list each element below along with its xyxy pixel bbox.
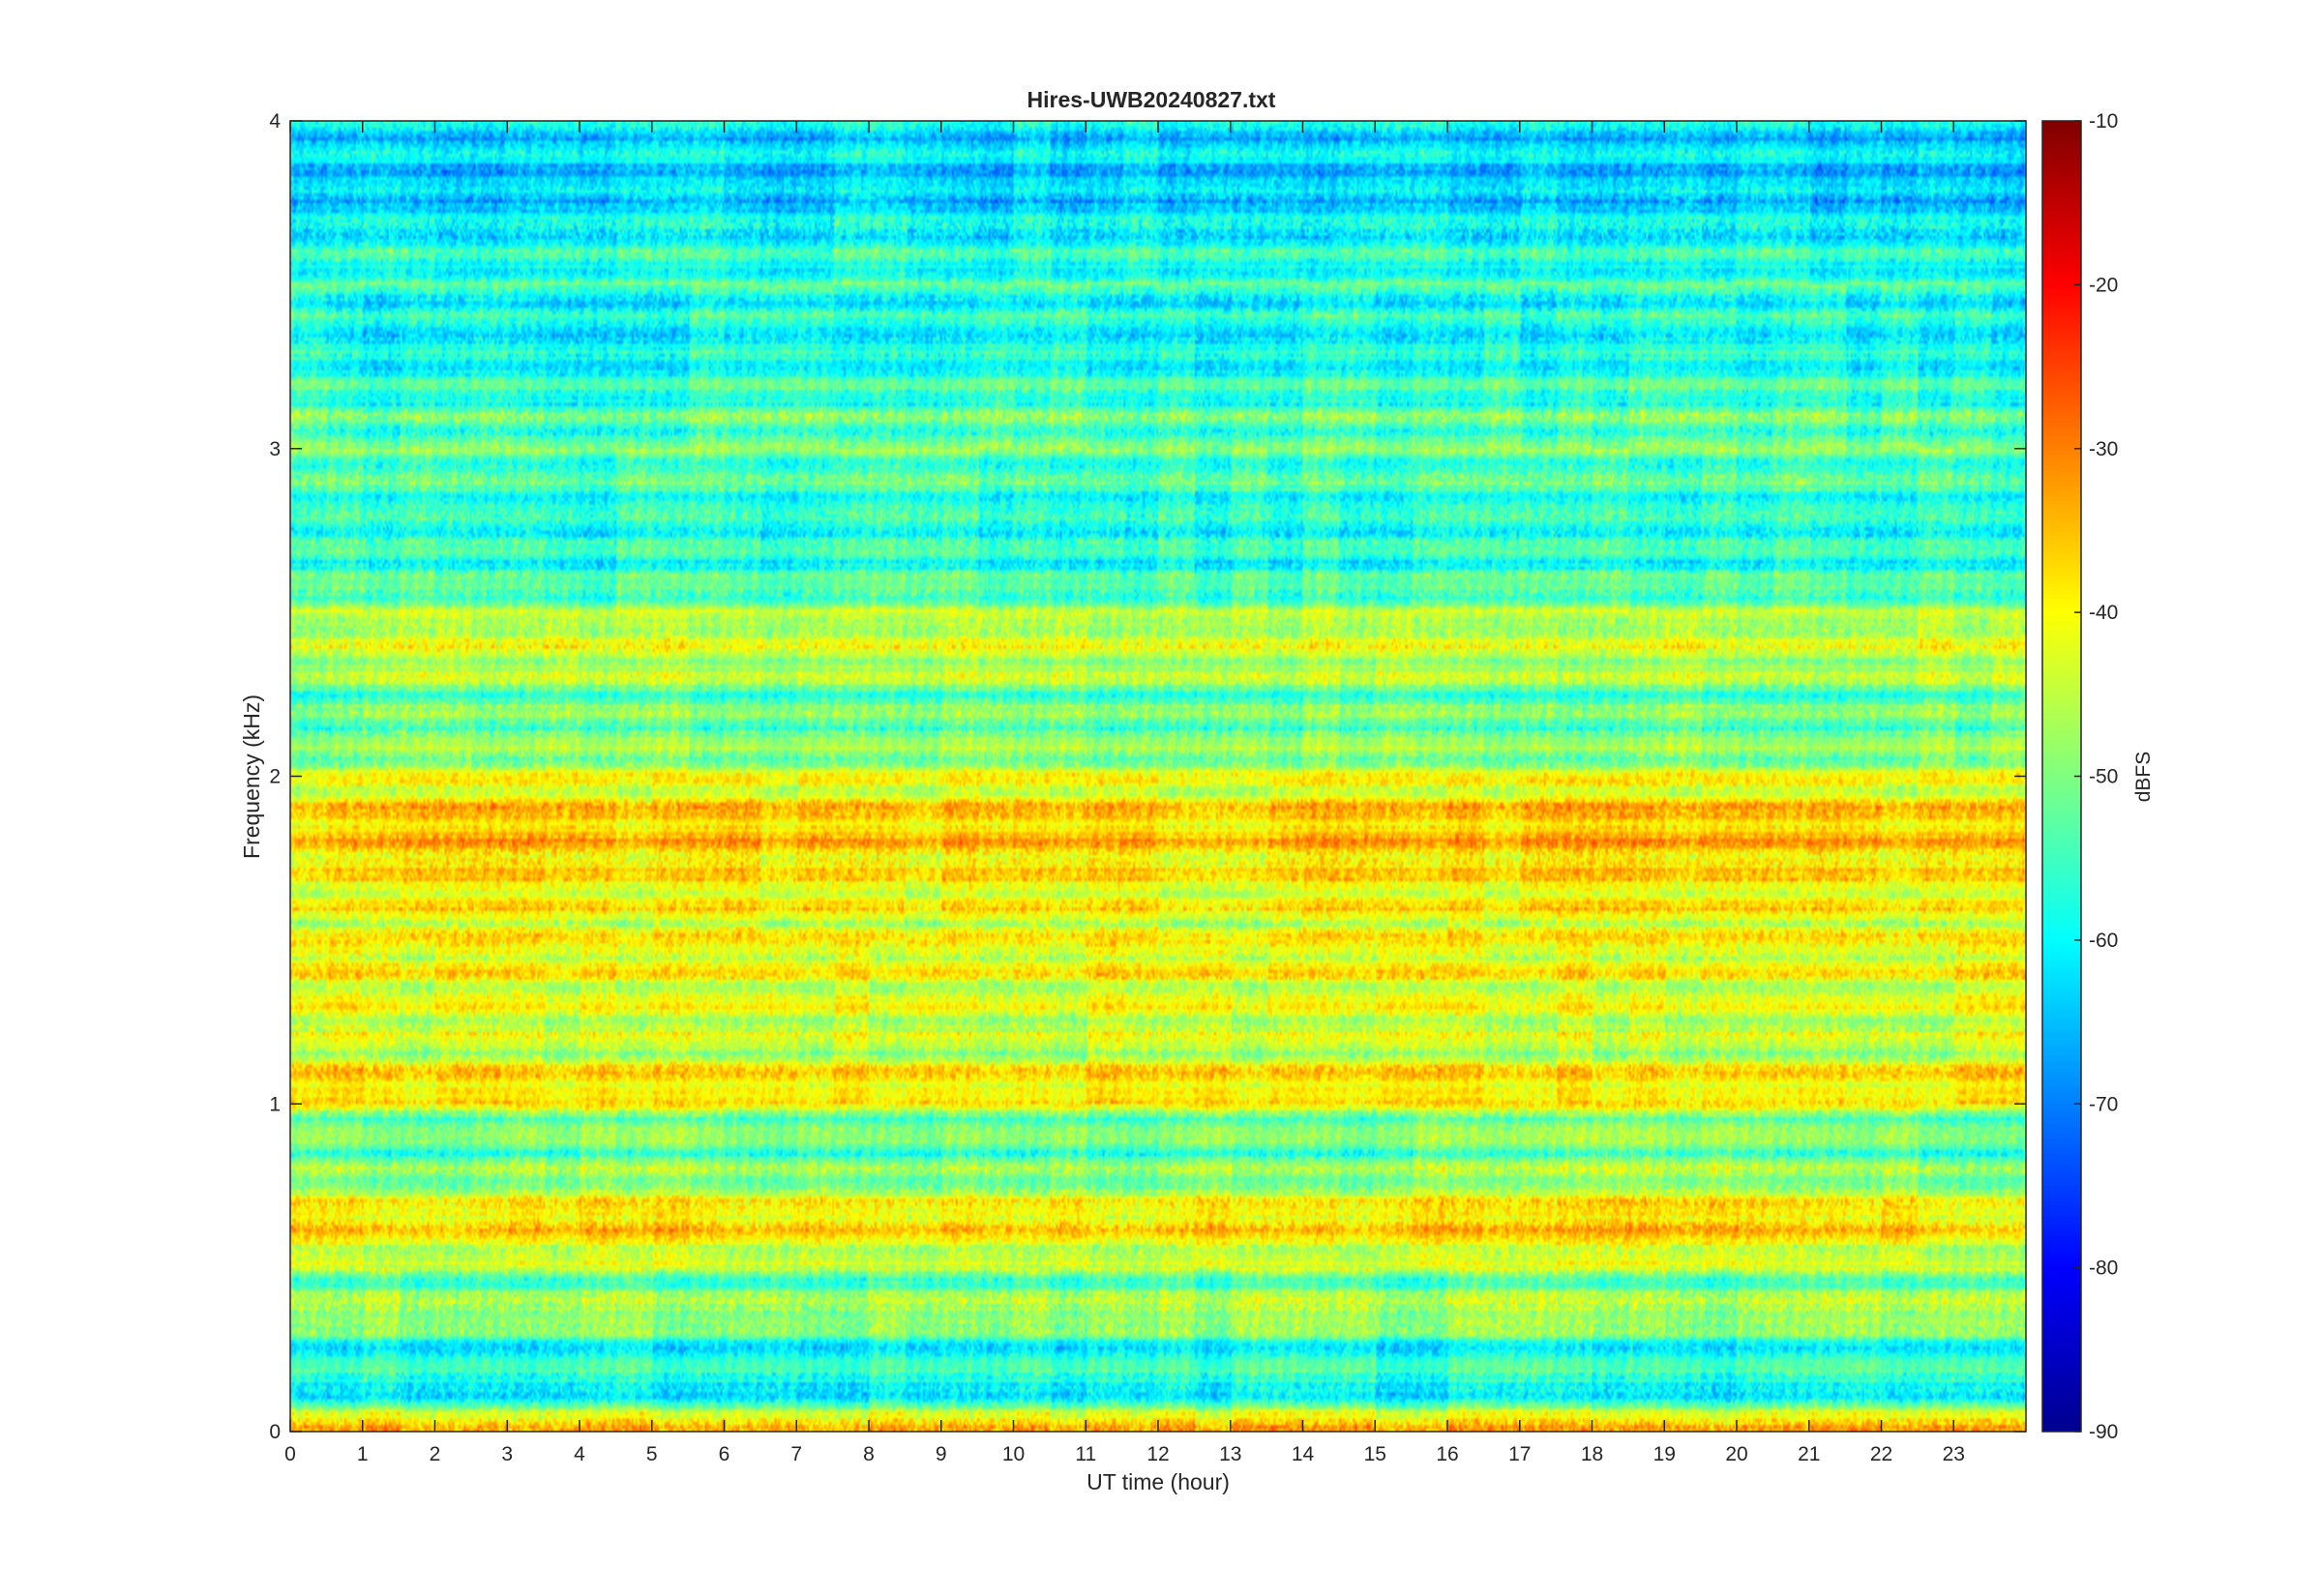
x-tick-label: 9: [936, 1443, 947, 1465]
x-tick-label: 2: [430, 1443, 441, 1465]
y-tick-label: 4: [269, 110, 281, 133]
x-tick-label: 8: [863, 1443, 875, 1465]
x-tick-label: 15: [1364, 1443, 1386, 1465]
x-tick-label: 12: [1146, 1443, 1169, 1465]
x-tick-label: 4: [574, 1443, 585, 1465]
x-tick-label: 3: [501, 1443, 513, 1465]
x-tick-label: 7: [790, 1443, 802, 1465]
colorbar-tick-label: -60: [2089, 930, 2118, 952]
x-tick-label: 0: [284, 1443, 296, 1465]
y-tick-label: 1: [269, 1093, 281, 1115]
x-tick-label: 23: [1943, 1443, 1965, 1465]
x-tick-label: 6: [719, 1443, 730, 1465]
x-tick-label: 22: [1870, 1443, 1892, 1465]
x-tick-label: 21: [1798, 1443, 1820, 1465]
x-tick-label: 1: [357, 1443, 369, 1465]
x-tick-label: 11: [1075, 1443, 1096, 1465]
x-tick-label: 10: [1002, 1443, 1025, 1465]
y-tick-label: 3: [269, 438, 281, 460]
colorbar-ticks: -90 -80 -70 -60 -50 -40 -30 -20 -10: [2074, 110, 2118, 1443]
x-tick-label: 18: [1581, 1443, 1603, 1465]
spectrogram-heatmap: [290, 121, 2026, 1432]
x-tick-label: 19: [1653, 1443, 1676, 1465]
y-tick-label: 0: [269, 1421, 281, 1443]
colorbar-tick-label: -70: [2089, 1093, 2118, 1115]
y-axis: 0 1 2 3 4: [269, 110, 2026, 1443]
x-tick-label: 17: [1508, 1443, 1531, 1465]
x-axis: 0 1 2 3 4 5 6 7 8 9 10 11 12 13 14 15 16 17 18 19 20 21 22 23: [284, 121, 1965, 1465]
x-tick-label: 13: [1219, 1443, 1241, 1465]
colorbar-tick-label: -20: [2089, 274, 2118, 296]
colorbar-label: dBFS: [2132, 752, 2155, 803]
colorbar-tick-label: -80: [2089, 1257, 2118, 1280]
x-axis-label: UT time (hour): [1087, 1469, 1230, 1494]
chart-title: Hires-UWB20240827.txt: [1027, 87, 1276, 112]
colorbar-tick-label: -90: [2089, 1421, 2118, 1443]
x-tick-label: 5: [646, 1443, 658, 1465]
colorbar: -90 -80 -70 -60 -50 -40 -30 -20 -10 dBFS: [2041, 110, 2155, 1443]
y-axis-label: Frequency (kHz): [239, 695, 264, 859]
colorbar-tick-label: -30: [2089, 438, 2118, 460]
spectrogram-plot-area: [289, 120, 2027, 1433]
colorbar-tick-label: -10: [2089, 110, 2118, 133]
colorbar-tick-label: -50: [2089, 766, 2118, 788]
x-tick-label: 14: [1292, 1443, 1315, 1465]
x-tick-label: 20: [1725, 1443, 1747, 1465]
colorbar-tick-label: -40: [2089, 602, 2118, 624]
x-tick-label: 16: [1436, 1443, 1458, 1465]
y-tick-label: 2: [269, 766, 281, 788]
